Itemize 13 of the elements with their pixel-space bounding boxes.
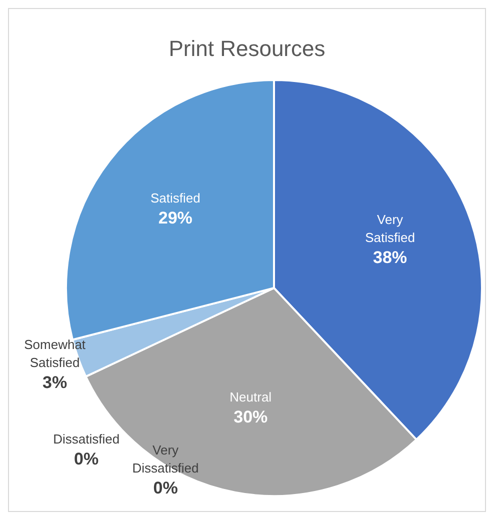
slice-label: Somewhat Satisfied bbox=[24, 336, 86, 370]
data-label: 30% bbox=[234, 408, 268, 427]
slice-label: Very Satisfied bbox=[365, 212, 415, 246]
slice-label: Satisfied bbox=[150, 190, 200, 206]
data-label: 38% bbox=[373, 248, 408, 268]
data-label: 29% bbox=[158, 208, 192, 228]
data-label: 3% bbox=[42, 372, 68, 392]
category-label: Very Dissatisfied bbox=[132, 442, 199, 476]
category-label: Dissatisfied bbox=[53, 432, 120, 447]
chart-title: Print Resources bbox=[168, 36, 326, 61]
text: 0% bbox=[74, 450, 99, 469]
text: 0% bbox=[153, 478, 178, 498]
slice-label: Neutral bbox=[230, 390, 272, 405]
